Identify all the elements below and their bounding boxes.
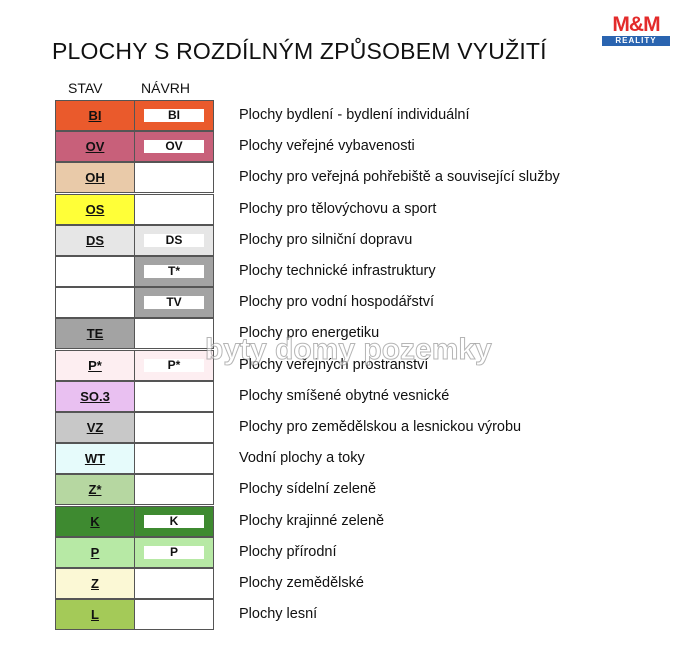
- navrh-code: DS: [144, 233, 204, 247]
- stav-cell: Z: [55, 568, 135, 599]
- stav-cell: TE: [55, 318, 135, 350]
- navrh-cell: T*: [134, 256, 214, 287]
- stav-code: OS: [85, 201, 105, 217]
- stav-cell: DS: [55, 224, 135, 256]
- row-label: Plochy veřejné vybavenosti: [239, 138, 415, 155]
- stav-cell: P*: [55, 349, 135, 381]
- stav-code: DS: [85, 232, 105, 248]
- watermark: byty domy pozemky: [205, 333, 493, 367]
- stav-cell: K: [55, 505, 135, 537]
- navrh-code: K: [144, 514, 204, 528]
- stav-code: P*: [88, 357, 102, 373]
- stav-code: Z: [91, 576, 99, 591]
- navrh-cell: [134, 599, 214, 631]
- navrh-cell: TV: [134, 287, 214, 319]
- navrh-code: P: [144, 545, 204, 559]
- navrh-cell: [134, 380, 214, 412]
- navrh-cell: [134, 568, 214, 599]
- row-label: Plochy bydlení - bydlení individuální: [239, 107, 470, 123]
- navrh-code: BI: [144, 109, 204, 122]
- navrh-code: TV: [144, 296, 204, 310]
- row-label: Plochy smíšené obytné vesnické: [239, 387, 450, 404]
- title: PLOCHY S ROZDÍLNÝM ZPŮSOBEM VYUŽITÍ: [52, 38, 547, 64]
- logo: M&M REALITY: [602, 14, 670, 46]
- row-label: Plochy veřejných prostranství: [239, 356, 429, 373]
- row-label: Plochy krajinné zeleně: [239, 512, 385, 529]
- stav-cell: [55, 287, 135, 319]
- row-label: Plochy přírodní: [239, 543, 337, 560]
- stav-cell: [55, 256, 135, 287]
- column-header: STAV: [68, 80, 103, 96]
- row-label: Plochy pro vodní hospodářství: [239, 294, 435, 311]
- navrh-cell: [134, 318, 214, 350]
- row-label: Plochy pro tělovýchovu a sport: [239, 200, 437, 217]
- navrh-code: P*: [144, 358, 204, 372]
- stav-code: OH: [85, 170, 105, 186]
- row-label: Vodní plochy a toky: [239, 450, 365, 467]
- navrh-cell: P*: [134, 349, 214, 381]
- stav-cell: BI: [55, 100, 135, 131]
- stav-cell: VZ: [55, 412, 135, 443]
- stav-code: BI: [88, 108, 102, 123]
- stav-code: L: [91, 607, 99, 623]
- stav-cell: SO.3: [55, 380, 135, 412]
- stav-cell: OV: [55, 131, 135, 163]
- stav-code: P: [90, 544, 100, 560]
- stav-cell: L: [55, 599, 135, 631]
- row-label: Plochy zemědělské: [239, 575, 364, 591]
- row-label: Plochy pro veřejná pohřebiště a souvisej…: [239, 169, 560, 186]
- stav-code: SO.3: [80, 388, 110, 404]
- navrh-cell: BI: [134, 100, 214, 131]
- navrh-cell: [134, 474, 214, 506]
- stav-code: TE: [86, 326, 104, 342]
- navrh-cell: K: [134, 505, 214, 537]
- navrh-cell: [134, 443, 214, 475]
- navrh-cell: OV: [134, 131, 214, 163]
- stav-cell: OS: [55, 193, 135, 225]
- stav-code: VZ: [86, 420, 104, 435]
- navrh-cell: DS: [134, 224, 214, 256]
- row-label: Plochy sídelní zeleně: [239, 481, 377, 498]
- stav-cell: WT: [55, 443, 135, 475]
- row-label: Plochy lesní: [239, 606, 318, 623]
- row-label: Plochy pro silniční dopravu: [239, 231, 413, 248]
- row-label: Plochy pro zemědělskou a lesnickou výrob…: [239, 419, 522, 435]
- navrh-code: T*: [144, 265, 204, 278]
- navrh-code: OV: [144, 140, 204, 154]
- stav-code: WT: [84, 451, 106, 467]
- logo-sub: REALITY: [602, 36, 670, 46]
- navrh-cell: [134, 162, 214, 194]
- stav-cell: Z*: [55, 474, 135, 506]
- stav-cell: OH: [55, 162, 135, 194]
- stav-cell: P: [55, 536, 135, 568]
- navrh-cell: [134, 412, 214, 443]
- stav-code: Z*: [88, 482, 102, 498]
- column-header: NÁVRH: [141, 80, 191, 96]
- navrh-cell: [134, 193, 214, 225]
- row-label: Plochy technické infrastruktury: [239, 263, 436, 279]
- stav-code: K: [90, 513, 100, 529]
- stav-code: OV: [85, 139, 105, 155]
- logo-brand: M&M: [612, 13, 660, 36]
- row-label: Plochy pro energetiku: [239, 325, 380, 342]
- navrh-cell: P: [134, 536, 214, 568]
